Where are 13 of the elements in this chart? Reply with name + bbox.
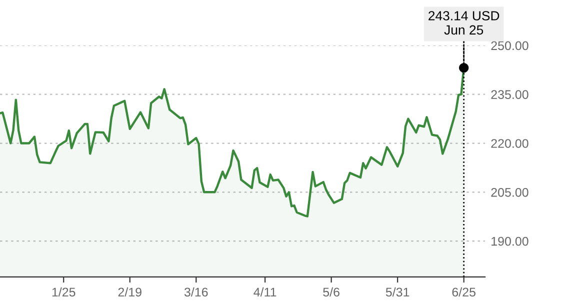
x-tick-label: 6/25	[452, 287, 476, 297]
x-tick-label: 1/25	[52, 287, 76, 297]
y-tick-label: 205.00	[491, 188, 528, 197]
x-tick-label: 5/31	[386, 287, 410, 297]
x-tick-label: 5/6	[323, 287, 340, 297]
y-tick-label: 250.00	[491, 41, 528, 50]
x-tick-label: 3/16	[184, 287, 208, 297]
y-tick-label: 190.00	[492, 236, 528, 246]
y-tick-label: 235.00	[491, 90, 528, 100]
y-tick-label: 220.00	[491, 139, 528, 148]
x-tick-label: 4/11	[254, 287, 276, 297]
annotation: 243.14 USD Jun 25	[428, 11, 500, 35]
x-tick-label: 2/19	[118, 287, 142, 297]
